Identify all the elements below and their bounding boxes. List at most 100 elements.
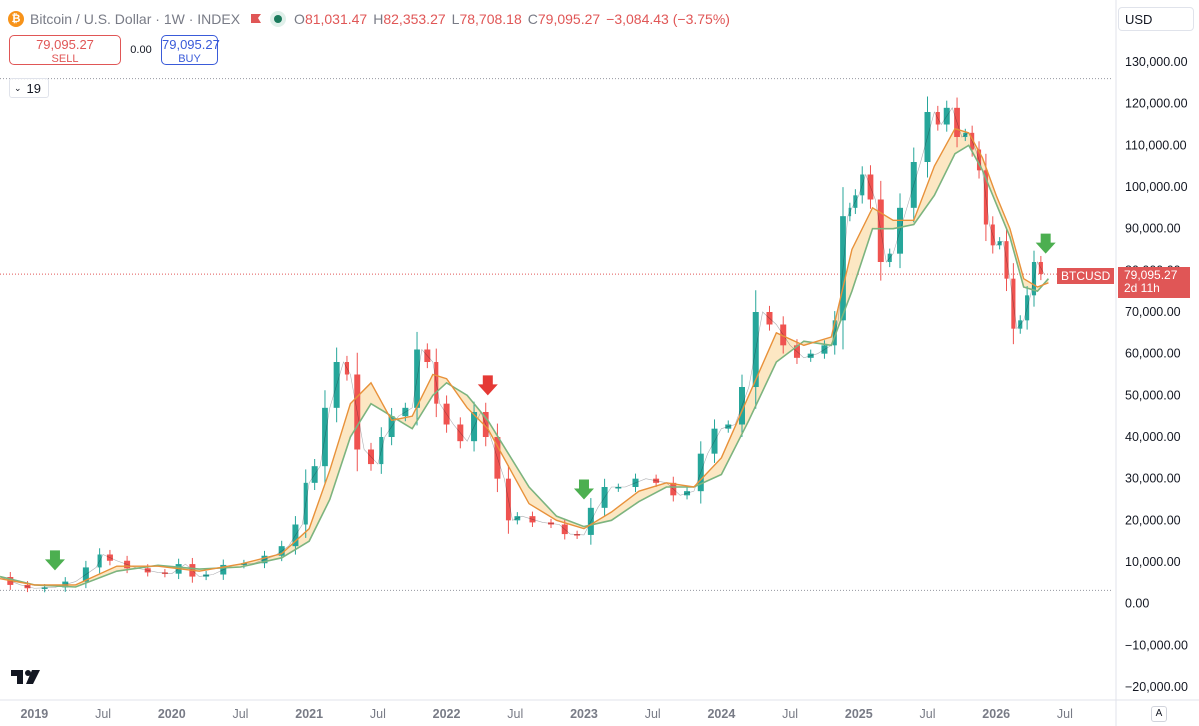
candle-body xyxy=(780,324,787,346)
x-tick-label: 2024 xyxy=(707,707,735,721)
sell-button[interactable]: 79,095.27 SELL xyxy=(9,35,121,65)
candle-body xyxy=(860,174,865,196)
indicator-toggle[interactable]: ⌄ 19 xyxy=(9,78,50,98)
candle-body xyxy=(261,555,268,564)
candle-body xyxy=(887,253,892,262)
y-tick-label: 100,000.00 xyxy=(1125,180,1188,194)
symbol-title[interactable]: Bitcoin / U.S. Dollar · 1W · INDEX xyxy=(30,11,241,27)
candle-body xyxy=(574,534,581,536)
candle-body xyxy=(897,207,904,254)
candle-body xyxy=(877,199,884,262)
candle-body xyxy=(24,584,31,589)
chevron-down-icon: ⌄ xyxy=(14,82,22,93)
candle-body xyxy=(434,362,439,404)
candle-body xyxy=(766,312,773,325)
indicator-count: 19 xyxy=(26,80,42,96)
x-tick-label: 2023 xyxy=(570,707,598,721)
candle-body xyxy=(311,466,318,483)
sell-price: 79,095.27 xyxy=(36,37,94,52)
candle-body xyxy=(632,478,639,487)
candle-body xyxy=(292,524,299,547)
symbol-header: ₿ Bitcoin / U.S. Dollar · 1W · INDEX O 81… xyxy=(8,8,730,30)
candle-body xyxy=(106,554,113,561)
auto-scale-button[interactable]: A xyxy=(1151,706,1167,722)
x-tick-label: Jul xyxy=(232,707,248,721)
high-value: 82,353.27 xyxy=(383,11,446,27)
x-tick-label: 2026 xyxy=(982,707,1010,721)
last-price-label: 79,095.27 2d 11h xyxy=(1118,267,1190,298)
buy-price: 79,095.27 xyxy=(162,37,220,52)
candle-body xyxy=(514,516,521,521)
candle-body xyxy=(402,407,409,417)
candle-body xyxy=(615,487,622,489)
market-status-icon[interactable] xyxy=(270,11,287,27)
candle-body xyxy=(529,516,536,523)
x-tick-label: Jul xyxy=(507,707,523,721)
candle-body xyxy=(548,522,555,525)
candle-body xyxy=(1004,241,1009,279)
bar-countdown: 2d 11h xyxy=(1124,281,1160,295)
candle-body xyxy=(220,564,227,575)
ma-band-fill xyxy=(0,128,1049,587)
candle-body xyxy=(494,437,501,479)
candle-body xyxy=(711,428,718,454)
y-tick-label: 90,000.00 xyxy=(1125,222,1181,236)
candle-body xyxy=(684,491,691,496)
buy-signal-arrow xyxy=(44,550,65,571)
candle-body xyxy=(303,482,308,525)
candle-body xyxy=(278,546,285,556)
close-key: C xyxy=(527,11,538,27)
candle-body xyxy=(240,563,247,565)
candle-body xyxy=(983,170,988,225)
trade-panel: 79,095.27 SELL 0.00 79,095.27 BUY xyxy=(9,35,220,65)
candle-body xyxy=(471,412,478,442)
candle-body xyxy=(144,568,151,573)
candle-body xyxy=(867,174,874,200)
x-tick-label: Jul xyxy=(782,707,798,721)
spread-value: 0.00 xyxy=(130,44,152,56)
candle-body xyxy=(793,345,800,358)
candle-body xyxy=(725,424,732,429)
x-tick-label: 2022 xyxy=(433,707,461,721)
candle-body xyxy=(414,349,420,408)
candle-body xyxy=(124,560,131,569)
candle-body xyxy=(457,424,464,442)
candle-body xyxy=(832,320,837,346)
candle-body xyxy=(561,524,568,535)
candle-body xyxy=(1011,278,1016,329)
y-tick-label: 130,000.00 xyxy=(1125,55,1188,69)
flag-icon[interactable] xyxy=(250,13,262,25)
candle-body xyxy=(203,574,210,577)
currency-select[interactable]: USD xyxy=(1118,7,1194,31)
x-tick-label: 2021 xyxy=(295,707,323,721)
candle-body xyxy=(943,107,950,125)
y-tick-label: 0.00 xyxy=(1125,597,1149,611)
candle-body xyxy=(424,349,431,362)
low-value: 78,708.18 xyxy=(459,11,522,27)
candle-body xyxy=(990,224,995,246)
candle-body xyxy=(924,112,931,162)
candle-body xyxy=(1038,262,1043,275)
buy-label: BUY xyxy=(178,53,201,65)
slow-ma-line xyxy=(0,144,1050,588)
y-tick-label: −20,000.00 xyxy=(1125,680,1188,694)
sell-label: SELL xyxy=(51,53,79,65)
candle-body xyxy=(807,353,814,358)
candle-body xyxy=(601,487,608,508)
candle-body xyxy=(368,449,374,465)
buy-button[interactable]: 79,095.27 BUY xyxy=(161,35,220,65)
tradingview-logo-icon[interactable] xyxy=(10,668,44,686)
open-value: 81,031.47 xyxy=(304,11,368,27)
y-tick-label: 50,000.00 xyxy=(1125,388,1181,402)
buy-signal-arrow xyxy=(1035,233,1056,254)
candle-body xyxy=(322,407,328,467)
last-price-value: 79,095.27 xyxy=(1124,268,1178,282)
candle-body xyxy=(354,374,361,450)
candle-body xyxy=(848,207,852,217)
candle-body xyxy=(344,362,350,375)
x-tick-label: Jul xyxy=(1057,707,1073,721)
y-tick-label: 10,000.00 xyxy=(1125,555,1181,569)
x-tick-label: Jul xyxy=(645,707,661,721)
candle-body xyxy=(587,507,594,535)
